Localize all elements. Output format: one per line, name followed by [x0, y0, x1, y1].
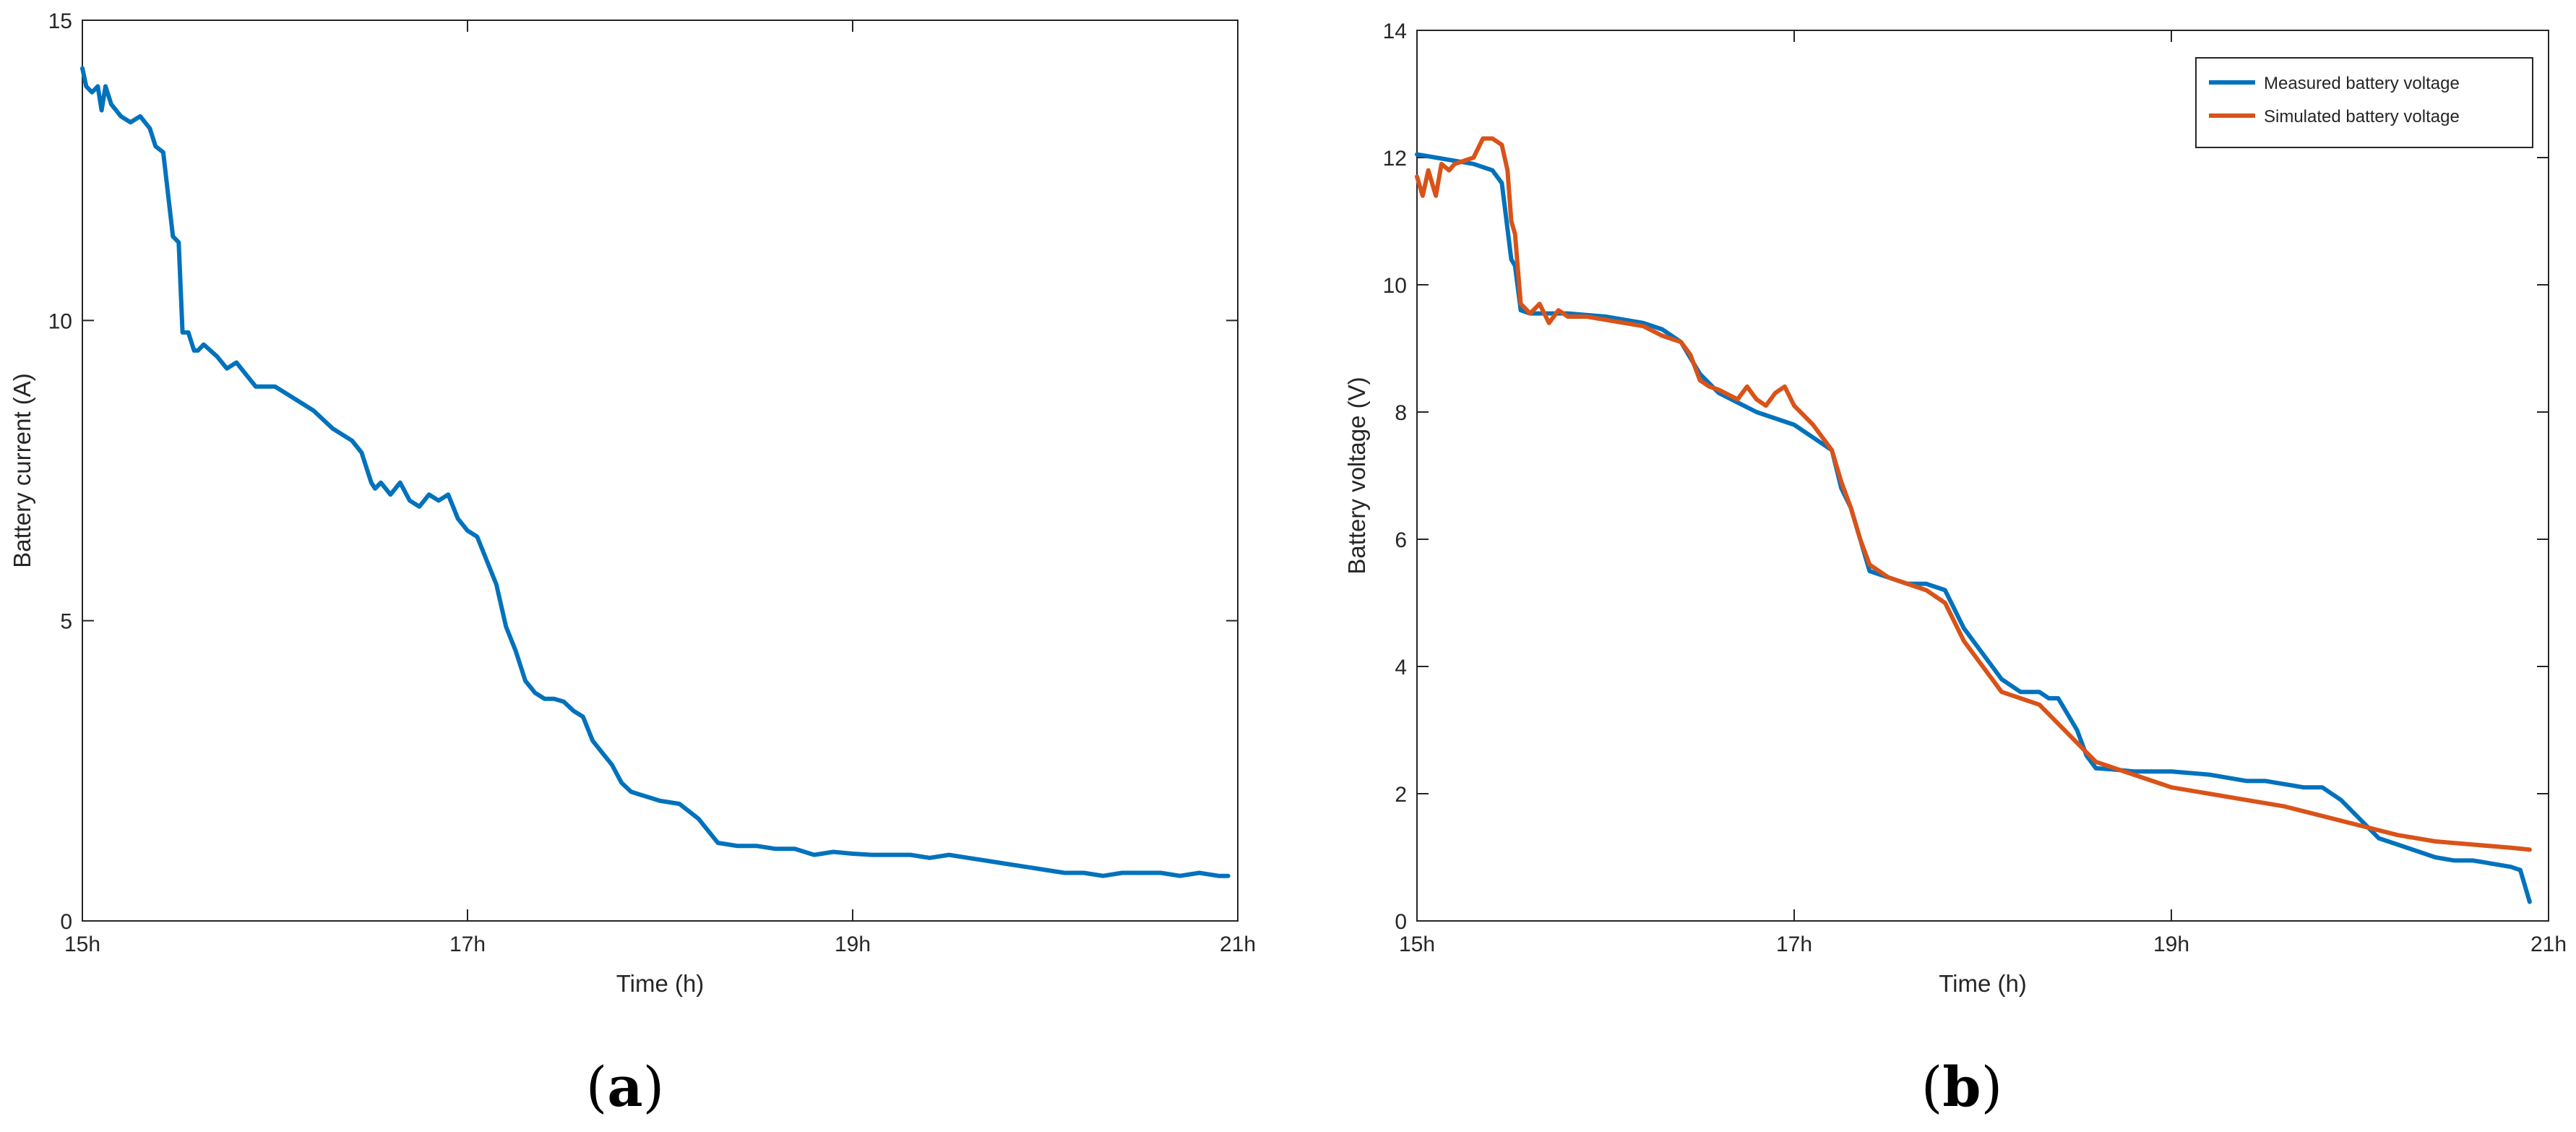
plot-area-frame	[82, 20, 1239, 922]
x-tick-label: 15h	[1399, 932, 1435, 956]
panel-b-caption: (b)	[1921, 1055, 2002, 1119]
panel-b-caption-label: b	[1942, 1055, 1981, 1119]
series-line-measured-battery-voltage	[1415, 152, 2532, 904]
legend: Measured battery voltage Simulated batter…	[2195, 57, 2533, 148]
panel-a-current-chart: 15h 17h 19h 21h 0 5 10 15 Time (h) Battery curren…	[9, 9, 1256, 997]
x-tick-label: 21h	[2530, 932, 2567, 956]
legend-box	[2195, 57, 2533, 148]
x-tick-label: 19h	[2153, 932, 2189, 956]
y-tick-label: 0	[1395, 910, 1407, 934]
y-tick-label: 4	[1395, 656, 1407, 679]
legend-entry-label: Simulated battery voltage	[2264, 107, 2460, 127]
y-tick-label: 15	[48, 9, 72, 33]
panel-a-caption: (a)	[586, 1055, 665, 1119]
y-tick-label: 6	[1395, 528, 1407, 552]
y-axis-label: Battery voltage (V)	[1343, 377, 1370, 574]
x-axis-label: Time (h)	[616, 970, 705, 997]
y-tick-label: 8	[1395, 401, 1407, 425]
y-tick-label: 14	[1383, 20, 1407, 43]
y-tick-label: 12	[1383, 147, 1407, 171]
y-tick-label: 10	[1383, 274, 1407, 298]
y-tick-label: 5	[60, 610, 72, 634]
x-tick-label: 17h	[1776, 932, 1812, 956]
plot-area-frame	[1416, 30, 2549, 922]
y-tick-label: 10	[48, 309, 72, 333]
x-tick-label: 15h	[64, 932, 100, 956]
series-line-simulated-battery-voltage	[1415, 136, 2532, 852]
panel-b-voltage-chart: 15h 17h 19h 21h 0 2 4 6 8 10 12 14 Time (h) Battery v…	[1343, 20, 2567, 997]
legend-entry-label: Measured battery voltage	[2264, 74, 2460, 93]
x-axis-label: Time (h)	[1939, 970, 2027, 997]
y-axis-label: Battery current (A)	[9, 373, 35, 568]
y-tick-label: 0	[60, 910, 72, 934]
series-line-battery-current	[80, 66, 1231, 878]
x-tick-label: 17h	[449, 932, 486, 956]
x-tick-label: 21h	[1220, 932, 1256, 956]
panel-a-caption-label: a	[607, 1055, 642, 1119]
y-tick-label: 2	[1395, 783, 1407, 807]
x-tick-label: 19h	[835, 932, 871, 956]
